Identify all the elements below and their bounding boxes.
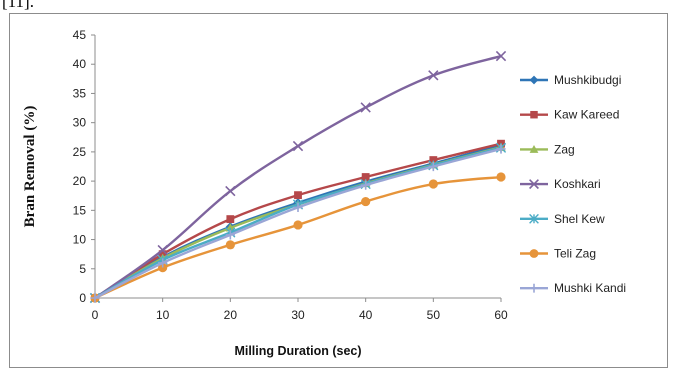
page-caption: [11]. xyxy=(2,0,34,11)
y-tick-label: 10 xyxy=(73,233,87,247)
legend-item: Zag xyxy=(520,142,575,156)
data-point xyxy=(361,180,371,190)
x-tick-label: 10 xyxy=(156,308,170,322)
series-teli-zag xyxy=(90,172,506,303)
legend-label: Koshkari xyxy=(554,177,601,191)
legend-item: Shel Kew xyxy=(520,212,605,226)
x-tick-label: 0 xyxy=(92,308,99,322)
legend-item: Kaw Kareed xyxy=(520,108,619,122)
data-point xyxy=(90,293,100,303)
chart-legend: Mushkibudgi Kaw Kareed Zag Koshkari Shel Kew… xyxy=(520,73,626,295)
data-point xyxy=(226,215,235,224)
chart-axes: 0 5 10 15 20 25 30 35 40 45 0 10 20 30 40 50 60 xyxy=(73,28,508,322)
y-tick-label: 35 xyxy=(73,86,87,100)
data-point xyxy=(225,240,235,250)
y-axis-label: Bran Removal (%) xyxy=(22,106,38,228)
chart-series xyxy=(89,50,507,304)
x-tick-label: 20 xyxy=(224,308,238,322)
data-point xyxy=(360,102,371,113)
x-tick-label: 40 xyxy=(359,308,373,322)
legend-marker xyxy=(529,213,539,224)
x-tick-label: 60 xyxy=(494,308,508,322)
data-point xyxy=(293,220,303,230)
legend-item: Teli Zag xyxy=(520,247,596,261)
data-point xyxy=(157,244,168,256)
legend-marker xyxy=(529,283,539,293)
data-point xyxy=(361,196,371,207)
data-point xyxy=(293,202,303,213)
y-tick-label: 40 xyxy=(73,57,87,71)
legend-label: Teli Zag xyxy=(554,247,596,261)
legend-item: Mushkibudgi xyxy=(520,73,621,87)
series-mushki-kandi xyxy=(90,144,506,303)
y-tick-label: 20 xyxy=(73,174,87,188)
y-tick-label: 25 xyxy=(73,145,87,159)
legend-label: Zag xyxy=(554,142,575,156)
data-point xyxy=(361,173,370,181)
data-point xyxy=(429,156,438,164)
legend-label: Kaw Kareed xyxy=(554,108,619,122)
legend-marker xyxy=(529,145,539,153)
y-tick-label: 5 xyxy=(79,262,86,276)
legend-item: Koshkari xyxy=(520,177,601,191)
chart-frame: 0 5 10 15 20 25 30 35 40 45 0 10 20 30 40 50 60 Mushkibu… xyxy=(9,13,668,368)
data-point xyxy=(495,50,507,62)
legend-label: Shel Kew xyxy=(554,212,605,226)
x-tick-label: 30 xyxy=(291,308,305,322)
data-point xyxy=(225,230,235,240)
y-tick-label: 15 xyxy=(73,203,87,217)
line-chart: 0 5 10 15 20 25 30 35 40 45 0 10 20 30 40 50 60 Mushkibu… xyxy=(22,28,626,358)
x-tick-label: 50 xyxy=(427,308,441,322)
y-tick-label: 0 xyxy=(79,291,86,305)
y-tick-label: 45 xyxy=(73,28,87,42)
legend-label: Mushki Kandi xyxy=(554,281,626,295)
legend-marker xyxy=(529,249,539,258)
data-point xyxy=(496,172,506,182)
data-point xyxy=(496,144,506,154)
data-point xyxy=(428,70,439,81)
data-point xyxy=(158,258,168,268)
y-tick-label: 30 xyxy=(73,116,87,130)
legend-marker xyxy=(529,75,539,85)
legend-marker xyxy=(529,179,539,190)
legend-item: Mushki Kandi xyxy=(520,281,626,295)
legend-label: Mushkibudgi xyxy=(554,73,621,87)
x-axis-label: Milling Duration (sec) xyxy=(234,344,361,358)
data-point xyxy=(225,185,236,197)
data-point xyxy=(294,191,302,200)
legend-marker xyxy=(530,110,538,119)
data-point xyxy=(292,140,304,152)
data-point xyxy=(428,179,438,189)
data-point xyxy=(428,161,438,172)
